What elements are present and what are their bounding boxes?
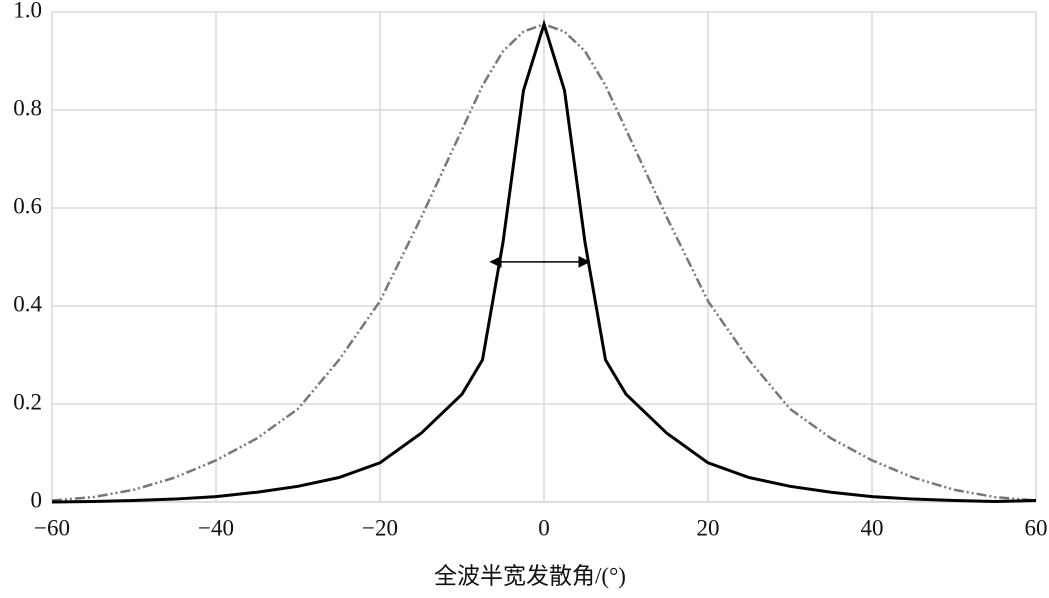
series-line bbox=[51, 19, 1037, 504]
x-tick-label: −40 bbox=[198, 515, 234, 540]
x-axis-label: 全波半宽发散角/(°) bbox=[434, 563, 626, 588]
y-tick-label: 0 bbox=[31, 487, 43, 512]
y-tick-label: 1.0 bbox=[13, 0, 42, 22]
x-tick-label: 20 bbox=[697, 515, 720, 540]
x-tick-label: 40 bbox=[861, 515, 884, 540]
x-tick-label: 0 bbox=[538, 515, 550, 540]
x-tick-label: −60 bbox=[34, 515, 70, 540]
x-tick-label: 60 bbox=[1025, 515, 1048, 540]
y-tick-label: 0.8 bbox=[13, 95, 42, 120]
y-tick-label: 0.2 bbox=[13, 389, 42, 414]
x-tick-label: −20 bbox=[362, 515, 398, 540]
y-tick-label: 0.4 bbox=[13, 291, 42, 316]
y-tick-label: 0.6 bbox=[13, 193, 42, 218]
